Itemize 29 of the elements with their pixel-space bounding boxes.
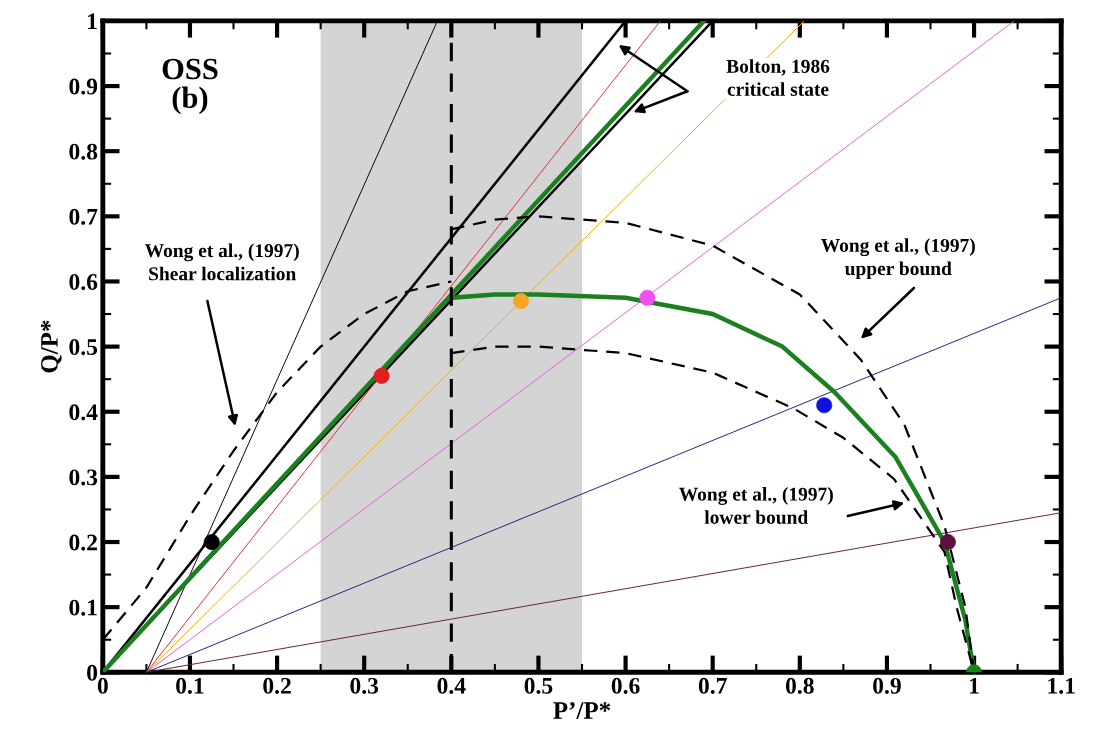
annotation: Bolton, 1986 critical state [726,59,830,96]
annotation: Wong et al., (1997) Shear localization [144,243,299,281]
x-tick-label: 1.1 [1048,677,1075,694]
x-tick-label: 0.3 [350,677,379,694]
y-axis-title: Q/P* [41,320,62,373]
y-tick-label: 0.2 [69,534,97,551]
x-tick-label: 0.5 [524,677,553,694]
y-tick-label: 0.3 [69,469,98,486]
x-tick-label: 0.1 [176,677,204,694]
x-tick-label: 0.2 [263,677,291,694]
y-tick-label: 0.6 [69,273,98,290]
y-tick-label: 0.5 [69,339,98,356]
y-tick-label: 0.9 [69,78,98,95]
y-tick-label: 0.1 [69,599,97,616]
x-tick-label: 0.6 [611,677,640,694]
x-axis-title: P’/P* [553,702,611,719]
y-tick-label: 0.7 [69,208,98,225]
y-tick-label: 1 [88,13,97,30]
x-tick-label: 0.9 [873,677,901,694]
x-tick-label: 0.8 [785,677,814,694]
y-tick-label: 0.8 [69,143,98,160]
y-tick-label: 0.4 [69,404,98,421]
x-tick-label: 0.7 [698,677,727,694]
x-tick-label: 1 [970,677,979,694]
x-tick-label: 0.4 [437,677,466,694]
annotation: OSS (b) [162,58,218,115]
annotation: Wong et al., (1997) upper bound [821,238,975,280]
annotation: Wong et al., (1997) lower bound [679,487,833,524]
y-tick-label: 0 [87,664,98,681]
